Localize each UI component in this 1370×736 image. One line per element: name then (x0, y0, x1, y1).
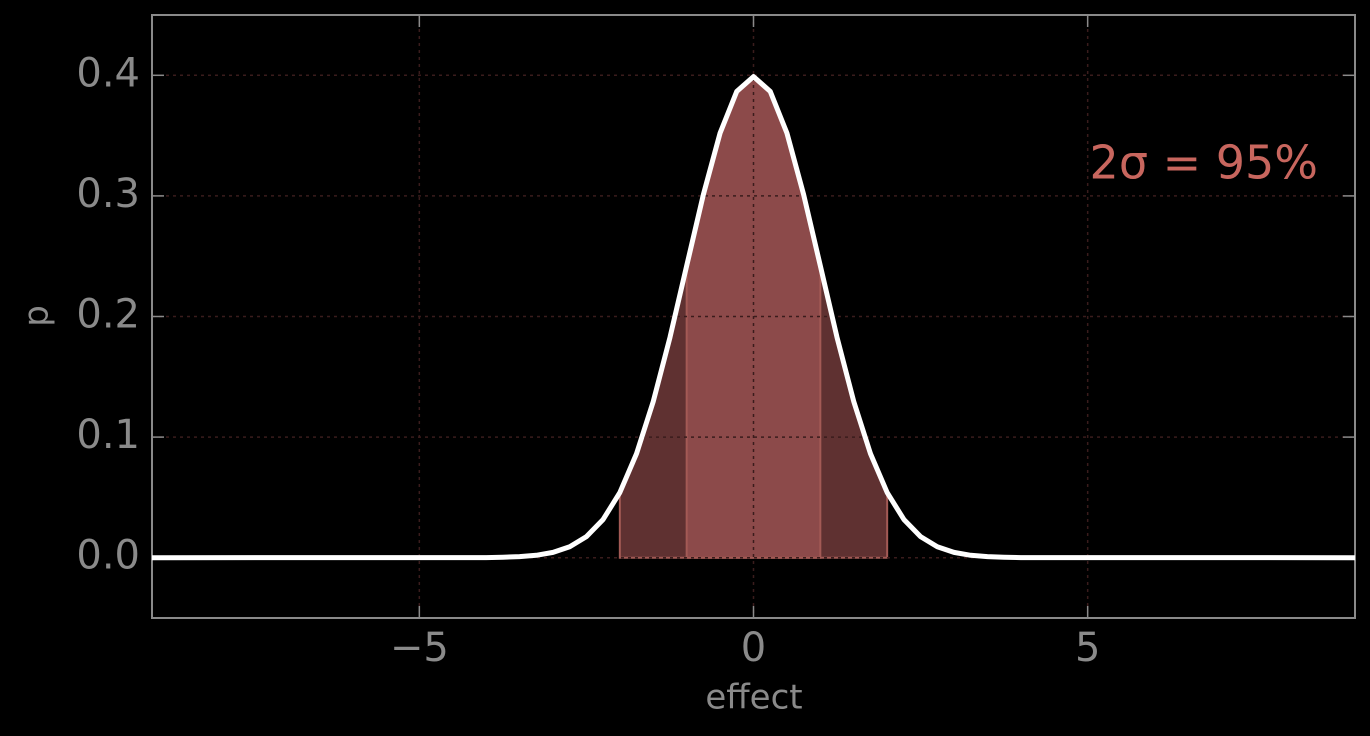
y-tick-label: 0.0 (76, 533, 140, 579)
plot-frame (151, 14, 1356, 619)
y-tick-label: 0.2 (76, 292, 140, 338)
x-axis-label: effect (705, 678, 802, 718)
y-tick-label: 0.4 (76, 50, 140, 96)
y-tick-label: 0.3 (76, 171, 140, 217)
y-axis-label: p (17, 305, 57, 327)
y-tick-label: 0.1 (76, 412, 140, 458)
x-tick-label: 0 (741, 625, 766, 671)
curve (151, 74, 1356, 561)
x-tick-label: −5 (390, 625, 449, 671)
x-tick-label: 5 (1075, 625, 1100, 671)
annotation: 2σ = 95% (1090, 136, 1318, 190)
